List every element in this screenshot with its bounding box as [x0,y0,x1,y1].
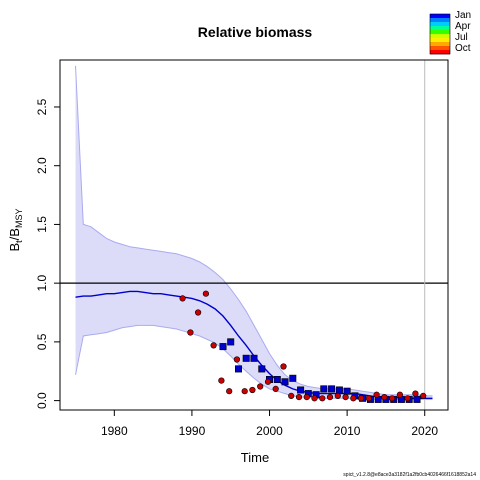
observation-point-oct-circle [218,377,225,384]
observation-point-oct-circle [389,395,396,402]
x-axis-title: Time [241,450,269,465]
observation-point-jan-square [320,385,328,393]
legend-color-segment [430,34,450,39]
observation-point-jan-square [281,378,289,386]
observation-point-oct-circle [373,391,380,398]
observation-point-jan-square [289,374,297,382]
legend-color-segment [430,42,450,47]
confidence-band [75,65,433,400]
version-footer: spict_v1.2.8@e8ace3a3182f1a2fb0cb4026466… [343,472,476,478]
observation-point-oct-circle [404,395,411,402]
x-axis: 1980 1990 2000 2010 2020 [101,410,438,438]
observation-point-oct-circle [412,390,419,397]
observation-point-jan-square [242,354,250,362]
legend-color-segment [430,26,450,31]
observation-point-oct-circle [179,295,186,302]
observation-point-jan-square [335,386,343,394]
legend-color-segment [430,22,450,27]
legend-color-segment [430,46,450,51]
y-tick-label: 0.5 [35,333,49,350]
confidence-upper-line [75,65,433,397]
observation-point-oct-circle [350,395,357,402]
legend-label-oct: Oct [455,43,471,54]
x-tick-label: 1980 [101,424,128,438]
x-tick-label: 2020 [411,424,438,438]
observation-points [179,290,427,403]
observation-point-jan-square [343,387,351,395]
y-tick-label: 2.0 [35,157,49,174]
observation-point-oct-circle [303,394,310,401]
observation-point-oct-circle [358,395,365,402]
observation-point-jan-square [273,375,281,383]
observation-point-jan-square [250,354,258,362]
observation-point-oct-circle [249,386,256,394]
observation-point-oct-circle [334,392,341,400]
legend-label-apr: Apr [455,21,471,32]
observation-point-oct-circle [272,385,279,393]
observation-point-oct-circle [365,395,372,402]
observation-point-jan-square [297,386,305,394]
y-tick-label: 1.0 [35,274,49,291]
legend-color-segment [430,30,450,35]
observation-point-jan-square [235,365,243,373]
y-tick-label: 2.5 [35,98,49,115]
observation-point-oct-circle [241,388,248,395]
observation-point-oct-circle [319,395,326,402]
x-tick-label: 1990 [179,424,206,438]
observation-point-jan-square [219,343,227,351]
observation-point-oct-circle [396,391,404,398]
legend-color-segment [430,50,450,55]
x-tick-label: 2010 [334,424,361,438]
legend-color-segment [430,38,450,43]
observation-point-oct-circle [257,383,264,390]
observation-point-oct-circle [226,388,233,395]
observation-point-jan-square [328,385,336,393]
observation-point-oct-circle [187,329,194,336]
observation-point-oct-circle [326,394,334,401]
chart-title: Relative biomass [198,24,313,40]
observation-point-oct-circle [210,342,217,349]
x-tick-label: 2000 [256,424,283,438]
y-tick-label: 0.0 [35,392,49,409]
observation-point-oct-circle [342,394,349,401]
observation-point-oct-circle [280,363,287,370]
plot-area [60,60,448,410]
observation-point-oct-circle [233,356,240,363]
observation-point-jan-square [258,365,266,373]
observation-point-oct-circle [195,309,202,316]
observation-point-jan-square [227,338,235,346]
observation-point-oct-circle [381,394,388,401]
legend-label-jul: Jul [455,32,468,43]
observation-point-jan-square [413,395,421,403]
y-tick-label: 1.5 [35,216,49,233]
observation-point-oct-circle [311,395,318,402]
observation-point-oct-circle [295,394,303,401]
observation-point-oct-circle [264,378,272,385]
observation-point-oct-circle [288,392,295,400]
y-axis-title: Bt/BMSY [7,209,24,252]
y-axis: 0.0 0.5 1.0 1.5 2.0 2.5 [35,98,60,409]
plot-border [59,59,449,411]
legend-color-segment [430,18,450,23]
legend-color-bar [429,13,451,55]
legend-label-jan: Jan [455,10,471,21]
observation-point-oct-circle [202,290,209,297]
observation-point-oct-circle [420,392,427,400]
legend-color-segment [430,14,450,19]
